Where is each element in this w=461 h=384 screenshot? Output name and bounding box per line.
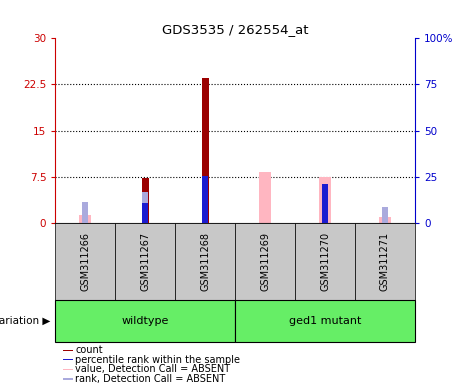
Text: GSM311266: GSM311266 [80, 232, 90, 291]
Bar [82, 202, 88, 223]
Bar [55, 300, 235, 342]
Bar [63, 369, 72, 370]
Text: genotype/variation ▶: genotype/variation ▶ [0, 316, 51, 326]
Bar [259, 172, 271, 223]
Bar [201, 78, 209, 223]
Bar [319, 177, 331, 223]
Title: GDS3535 / 262554_at: GDS3535 / 262554_at [162, 23, 308, 36]
Text: GSM311270: GSM311270 [320, 232, 330, 291]
Text: value, Detection Call = ABSENT: value, Detection Call = ABSENT [75, 364, 230, 374]
Text: GSM311271: GSM311271 [380, 232, 390, 291]
Text: wildtype: wildtype [122, 316, 169, 326]
Bar [235, 300, 415, 342]
Text: percentile rank within the sample: percentile rank within the sample [75, 355, 240, 365]
Bar [235, 223, 295, 300]
Bar [63, 349, 72, 351]
Bar [322, 184, 328, 223]
Text: count: count [75, 345, 103, 355]
Bar [379, 217, 391, 223]
Bar [142, 192, 148, 223]
Bar [175, 223, 235, 300]
Bar [79, 215, 91, 223]
Bar [115, 223, 175, 300]
Bar [63, 359, 72, 361]
Text: ged1 mutant: ged1 mutant [289, 316, 361, 326]
Text: rank, Detection Call = ABSENT: rank, Detection Call = ABSENT [75, 374, 225, 384]
Text: GSM311268: GSM311268 [200, 232, 210, 291]
Bar [142, 204, 148, 223]
Bar [63, 378, 72, 380]
Bar [55, 223, 115, 300]
Text: GSM311267: GSM311267 [140, 232, 150, 291]
Bar [142, 178, 149, 223]
Bar [355, 223, 415, 300]
Bar [295, 223, 355, 300]
Text: GSM311269: GSM311269 [260, 232, 270, 291]
Bar [382, 207, 388, 223]
Bar [202, 176, 208, 223]
